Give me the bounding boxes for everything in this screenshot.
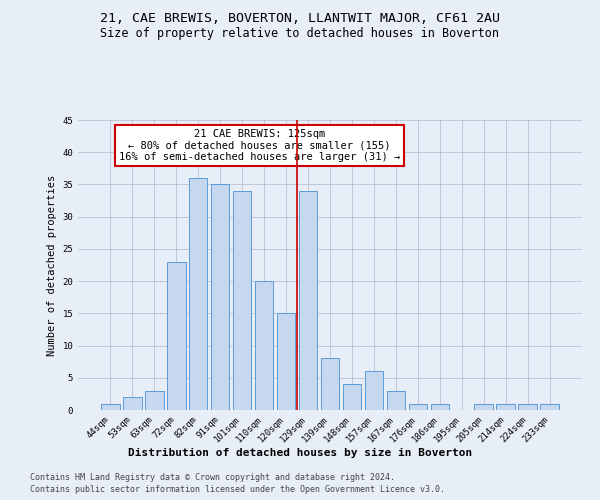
Bar: [496, 404, 515, 410]
Bar: [145, 390, 164, 410]
Bar: [277, 314, 295, 410]
Bar: [518, 404, 537, 410]
Bar: [123, 397, 142, 410]
Bar: [101, 404, 119, 410]
Bar: [541, 404, 559, 410]
Text: 21, CAE BREWIS, BOVERTON, LLANTWIT MAJOR, CF61 2AU: 21, CAE BREWIS, BOVERTON, LLANTWIT MAJOR…: [100, 12, 500, 26]
Text: Distribution of detached houses by size in Boverton: Distribution of detached houses by size …: [128, 448, 472, 458]
Bar: [409, 404, 427, 410]
Text: 21 CAE BREWIS: 125sqm
← 80% of detached houses are smaller (155)
16% of semi-det: 21 CAE BREWIS: 125sqm ← 80% of detached …: [119, 128, 400, 162]
Bar: [233, 191, 251, 410]
Bar: [475, 404, 493, 410]
Bar: [167, 262, 185, 410]
Text: Size of property relative to detached houses in Boverton: Size of property relative to detached ho…: [101, 28, 499, 40]
Bar: [255, 281, 274, 410]
Text: Contains public sector information licensed under the Open Government Licence v3: Contains public sector information licen…: [30, 485, 445, 494]
Bar: [299, 191, 317, 410]
Y-axis label: Number of detached properties: Number of detached properties: [47, 174, 57, 356]
Bar: [386, 390, 405, 410]
Bar: [320, 358, 340, 410]
Bar: [431, 404, 449, 410]
Bar: [343, 384, 361, 410]
Bar: [211, 184, 229, 410]
Bar: [365, 372, 383, 410]
Text: Contains HM Land Registry data © Crown copyright and database right 2024.: Contains HM Land Registry data © Crown c…: [30, 472, 395, 482]
Bar: [189, 178, 208, 410]
